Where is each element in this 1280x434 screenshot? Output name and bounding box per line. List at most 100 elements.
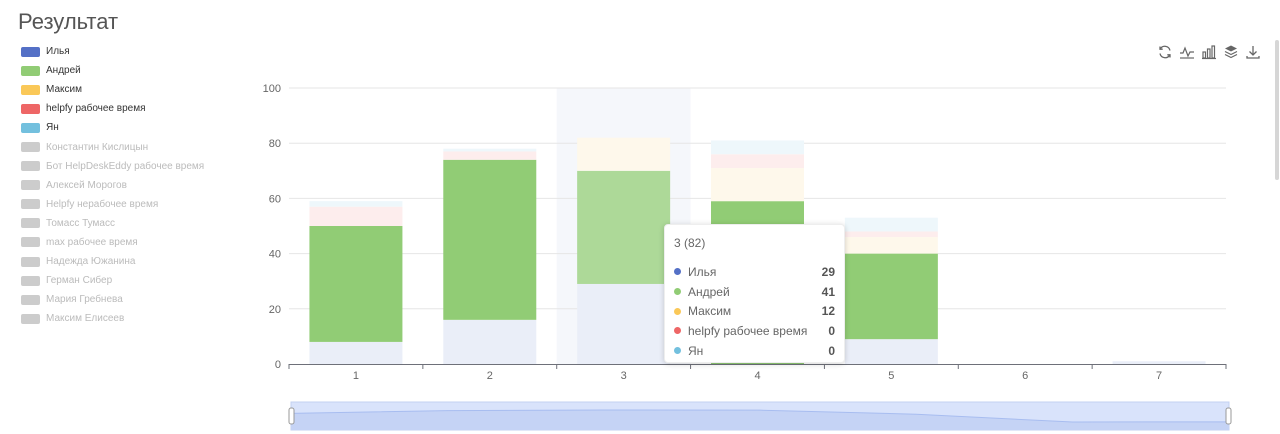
bar-segment[interactable] xyxy=(443,148,537,152)
tooltip-value: 12 xyxy=(821,304,835,319)
tooltip-row: Илья 29 xyxy=(674,262,835,282)
tooltip-value: 41 xyxy=(821,284,835,299)
legend-swatch xyxy=(21,142,40,153)
x-tick-label: 4 xyxy=(754,370,760,382)
page-title: Результат xyxy=(18,9,119,34)
tooltip-marker xyxy=(674,307,681,315)
line-chart-icon[interactable] xyxy=(1179,44,1195,60)
bar-segment[interactable] xyxy=(309,226,403,342)
legend-label: Константин Кислицын xyxy=(46,141,149,153)
legend-label: Томасс Тумасс xyxy=(46,217,115,229)
chart-toolbox xyxy=(1157,44,1261,60)
legend-item[interactable]: Илья xyxy=(21,42,204,61)
legend-swatch xyxy=(21,180,40,191)
tooltip-row: Андрей 41 xyxy=(674,282,835,302)
bar-chart-icon[interactable] xyxy=(1201,44,1217,60)
bar-segment[interactable] xyxy=(844,339,938,364)
tooltip-marker xyxy=(674,327,681,335)
bar-segment[interactable] xyxy=(844,217,938,232)
x-tick-label: 2 xyxy=(487,370,493,382)
legend-item[interactable]: Константин Кислицын xyxy=(21,137,204,156)
download-icon[interactable] xyxy=(1245,44,1261,60)
bar-segment[interactable] xyxy=(844,237,938,254)
bar-segment[interactable] xyxy=(309,341,403,364)
x-tick-label: 5 xyxy=(888,370,894,382)
legend-swatch xyxy=(21,256,40,267)
bar-segment[interactable] xyxy=(844,253,938,340)
bar-segment[interactable] xyxy=(1112,361,1206,364)
legend-label: Helpfy нерабочее время xyxy=(46,198,159,210)
legend-item[interactable]: Надежда Южанина xyxy=(21,252,204,271)
bar-segment[interactable] xyxy=(577,137,671,171)
bar-segment[interactable] xyxy=(309,201,403,207)
legend-label: Андрей xyxy=(46,65,81,77)
legend-swatch xyxy=(21,313,40,324)
bar-segment[interactable] xyxy=(711,140,804,155)
bar-segment[interactable] xyxy=(711,168,804,202)
datazoom-shadow-line xyxy=(290,409,1230,423)
tooltip-marker xyxy=(674,268,681,276)
tooltip-value: 0 xyxy=(828,343,835,358)
legend-label: Бот HelpDeskEddy рабочее время xyxy=(46,160,205,172)
y-tick-label: 20 xyxy=(269,304,281,316)
stack-icon[interactable] xyxy=(1223,44,1239,60)
legend-swatch xyxy=(21,84,40,95)
legend-swatch xyxy=(21,218,40,229)
tooltip-value: 29 xyxy=(821,264,835,279)
legend-item[interactable]: max рабочее время xyxy=(21,233,204,252)
legend-item[interactable]: Мария Гребнева xyxy=(21,290,204,309)
bar-segment[interactable] xyxy=(443,319,537,364)
legend-swatch xyxy=(21,161,40,172)
datazoom-handle-right[interactable] xyxy=(1225,407,1232,425)
legend-swatch xyxy=(21,46,40,57)
legend-item[interactable]: Томасс Тумасс xyxy=(21,214,204,233)
legend-label: Надежда Южанина xyxy=(46,256,136,268)
x-tick-label: 1 xyxy=(353,370,359,382)
bar-segment[interactable] xyxy=(844,231,938,238)
page-scrollbar[interactable] xyxy=(1275,40,1279,180)
legend-item[interactable]: Герман Сибер xyxy=(21,271,204,290)
y-tick-label: 40 xyxy=(269,249,281,261)
bar-segment[interactable] xyxy=(443,151,537,160)
tooltip-row: helpfy рабочее время 0 xyxy=(674,321,835,341)
legend: Илья Андрей Максим helpfy рабочее время Ян Ко… xyxy=(21,42,204,328)
x-tick-label: 6 xyxy=(1022,370,1028,382)
legend-label: Максим Елисеев xyxy=(46,313,125,325)
y-tick-label: 60 xyxy=(269,193,281,205)
tooltip-marker xyxy=(674,347,681,355)
bar-segment[interactable] xyxy=(443,159,537,320)
legend-item[interactable]: Helpfy нерабочее время xyxy=(21,195,204,214)
x-tick-label: 7 xyxy=(1156,370,1162,382)
tooltip: 3 (82) Илья 29 Андрей 41 Максим 12 helpfy рабо… xyxy=(664,224,845,363)
legend-label: Ян xyxy=(46,122,59,134)
x-tick-label: 3 xyxy=(621,370,627,382)
tooltip-series-name: Ян xyxy=(688,343,704,358)
legend-item[interactable]: Андрей xyxy=(21,61,204,80)
bar-segment[interactable] xyxy=(577,283,671,364)
legend-swatch xyxy=(21,103,40,114)
restore-icon[interactable] xyxy=(1157,44,1173,60)
y-tick-label: 100 xyxy=(263,83,281,95)
legend-item[interactable]: helpfy рабочее время xyxy=(21,99,204,118)
y-tick-label: 80 xyxy=(269,138,281,150)
legend-swatch xyxy=(21,122,40,133)
tooltip-series-name: Максим xyxy=(688,304,732,319)
tooltip-series-name: Андрей xyxy=(688,284,730,299)
legend-item[interactable]: Максим Елисеев xyxy=(21,309,204,328)
bar-segment[interactable] xyxy=(577,170,671,284)
tooltip-series-name: Илья xyxy=(688,264,717,279)
legend-label: Мария Гребнева xyxy=(46,294,123,306)
bar-segment[interactable] xyxy=(711,154,804,169)
legend-item[interactable]: Максим xyxy=(21,80,204,99)
bar-segment[interactable] xyxy=(309,206,403,226)
legend-item[interactable]: Бот HelpDeskEddy рабочее время xyxy=(21,157,204,176)
legend-label: Герман Сибер xyxy=(46,275,113,287)
tooltip-marker xyxy=(674,288,681,296)
legend-swatch xyxy=(21,237,40,248)
legend-item[interactable]: Ян xyxy=(21,118,204,137)
datazoom-handle-left[interactable] xyxy=(288,407,295,425)
legend-item[interactable]: Алексей Морогов xyxy=(21,176,204,195)
legend-label: Алексей Морогов xyxy=(46,179,127,191)
datazoom-shadow-area xyxy=(291,410,1229,430)
